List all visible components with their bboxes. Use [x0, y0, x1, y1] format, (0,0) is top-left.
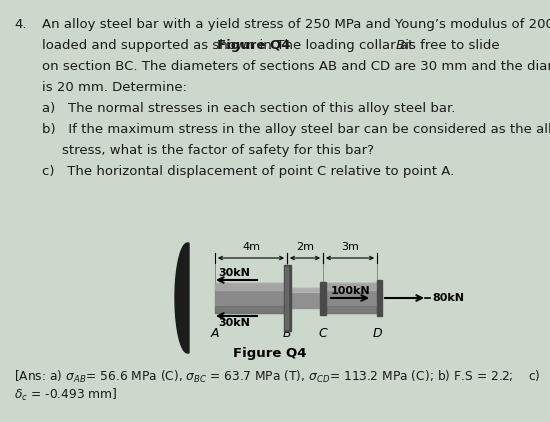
Text: a)   The normal stresses in each section of this alloy steel bar.: a) The normal stresses in each section o… — [42, 102, 455, 115]
Text: B: B — [283, 327, 292, 340]
Bar — [287, 288, 323, 292]
Text: 4.: 4. — [14, 18, 26, 31]
Bar — [215, 283, 287, 313]
Text: 4m: 4m — [242, 242, 260, 252]
Text: 3m: 3m — [341, 242, 359, 252]
Text: C: C — [318, 327, 327, 340]
Text: 80kN: 80kN — [432, 293, 464, 303]
Text: 100kN: 100kN — [331, 286, 371, 296]
Text: b)   If the maximum stress in the alloy steel bar can be considered as the allow: b) If the maximum stress in the alloy st… — [42, 123, 550, 136]
Bar — [377, 280, 382, 316]
Text: D: D — [372, 327, 382, 340]
Bar — [283, 265, 290, 331]
Bar — [323, 283, 377, 290]
Text: is 20 mm. Determine:: is 20 mm. Determine: — [42, 81, 187, 94]
Text: An alloy steel bar with a yield stress of 250 MPa and Young’s modulus of 200 GPa: An alloy steel bar with a yield stress o… — [42, 18, 550, 31]
Bar — [215, 306, 287, 313]
Text: c)   The horizontal displacement of point C relative to point A.: c) The horizontal displacement of point … — [42, 165, 454, 178]
Bar — [323, 306, 377, 313]
Text: 2m: 2m — [296, 242, 314, 252]
Text: is free to slide: is free to slide — [401, 39, 499, 52]
Text: Figure Q4: Figure Q4 — [217, 39, 290, 52]
Text: on section BC. The diameters of sections AB and CD are 30 mm and the diameter BC: on section BC. The diameters of sections… — [42, 60, 550, 73]
Text: A: A — [211, 327, 219, 340]
Bar — [320, 281, 326, 314]
Bar — [284, 267, 288, 329]
Bar — [215, 283, 287, 290]
Text: Figure Q4: Figure Q4 — [233, 347, 307, 360]
Text: stress, what is the factor of safety for this bar?: stress, what is the factor of safety for… — [62, 144, 374, 157]
Text: 30kN: 30kN — [218, 268, 250, 278]
Text: B: B — [395, 39, 404, 52]
Polygon shape — [175, 243, 189, 353]
Text: . The loading collar at: . The loading collar at — [268, 39, 417, 52]
Text: $\delta_c$ = -0.493 mm]: $\delta_c$ = -0.493 mm] — [14, 387, 118, 403]
Text: 30kN: 30kN — [218, 318, 250, 328]
Bar — [323, 283, 377, 313]
Text: loaded and supported as shown in: loaded and supported as shown in — [42, 39, 276, 52]
Text: [Ans: a) $\sigma_{AB}$= 56.6 MPa (C), $\sigma_{BC}$ = 63.7 MPa (T), $\sigma_{CD}: [Ans: a) $\sigma_{AB}$= 56.6 MPa (C), $\… — [14, 369, 541, 385]
Bar — [287, 288, 323, 308]
